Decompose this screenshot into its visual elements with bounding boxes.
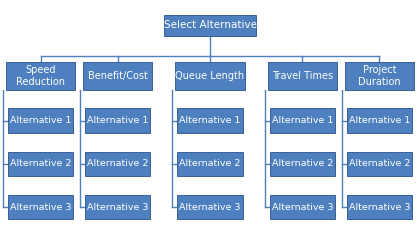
Text: Alternative 3: Alternative 3 (87, 203, 148, 212)
FancyBboxPatch shape (8, 152, 73, 176)
FancyBboxPatch shape (345, 62, 414, 90)
FancyBboxPatch shape (177, 108, 243, 133)
Text: Travel Times: Travel Times (272, 71, 333, 81)
Text: Alternative 1: Alternative 1 (349, 116, 410, 125)
Text: Queue Length: Queue Length (176, 71, 244, 81)
FancyBboxPatch shape (176, 62, 244, 90)
Text: Alternative 3: Alternative 3 (10, 203, 71, 212)
Text: Benefit/Cost: Benefit/Cost (88, 71, 147, 81)
Text: Alternative 1: Alternative 1 (87, 116, 148, 125)
FancyBboxPatch shape (85, 108, 150, 133)
FancyBboxPatch shape (347, 195, 412, 219)
Text: Alternative 3: Alternative 3 (272, 203, 333, 212)
Text: Alternative 3: Alternative 3 (179, 203, 241, 212)
Text: Speed
Reduction: Speed Reduction (16, 65, 65, 87)
Text: Project
Duration: Project Duration (358, 65, 401, 87)
FancyBboxPatch shape (8, 108, 73, 133)
Text: Select Alternative: Select Alternative (163, 20, 257, 30)
FancyBboxPatch shape (8, 195, 73, 219)
FancyBboxPatch shape (85, 152, 150, 176)
FancyBboxPatch shape (83, 62, 152, 90)
Text: Alternative 2: Alternative 2 (10, 159, 71, 168)
Text: Alternative 2: Alternative 2 (349, 159, 410, 168)
Text: Alternative 2: Alternative 2 (272, 159, 333, 168)
Text: Alternative 1: Alternative 1 (272, 116, 333, 125)
FancyBboxPatch shape (164, 15, 256, 35)
Text: Alternative 1: Alternative 1 (179, 116, 241, 125)
Text: Alternative 2: Alternative 2 (87, 159, 148, 168)
FancyBboxPatch shape (85, 195, 150, 219)
FancyBboxPatch shape (270, 152, 335, 176)
Text: Alternative 2: Alternative 2 (179, 159, 241, 168)
FancyBboxPatch shape (347, 108, 412, 133)
FancyBboxPatch shape (270, 195, 335, 219)
FancyBboxPatch shape (177, 195, 243, 219)
Text: Alternative 1: Alternative 1 (10, 116, 71, 125)
FancyBboxPatch shape (6, 62, 76, 90)
Text: Alternative 3: Alternative 3 (349, 203, 410, 212)
FancyBboxPatch shape (270, 108, 335, 133)
FancyBboxPatch shape (177, 152, 243, 176)
FancyBboxPatch shape (268, 62, 337, 90)
FancyBboxPatch shape (347, 152, 412, 176)
